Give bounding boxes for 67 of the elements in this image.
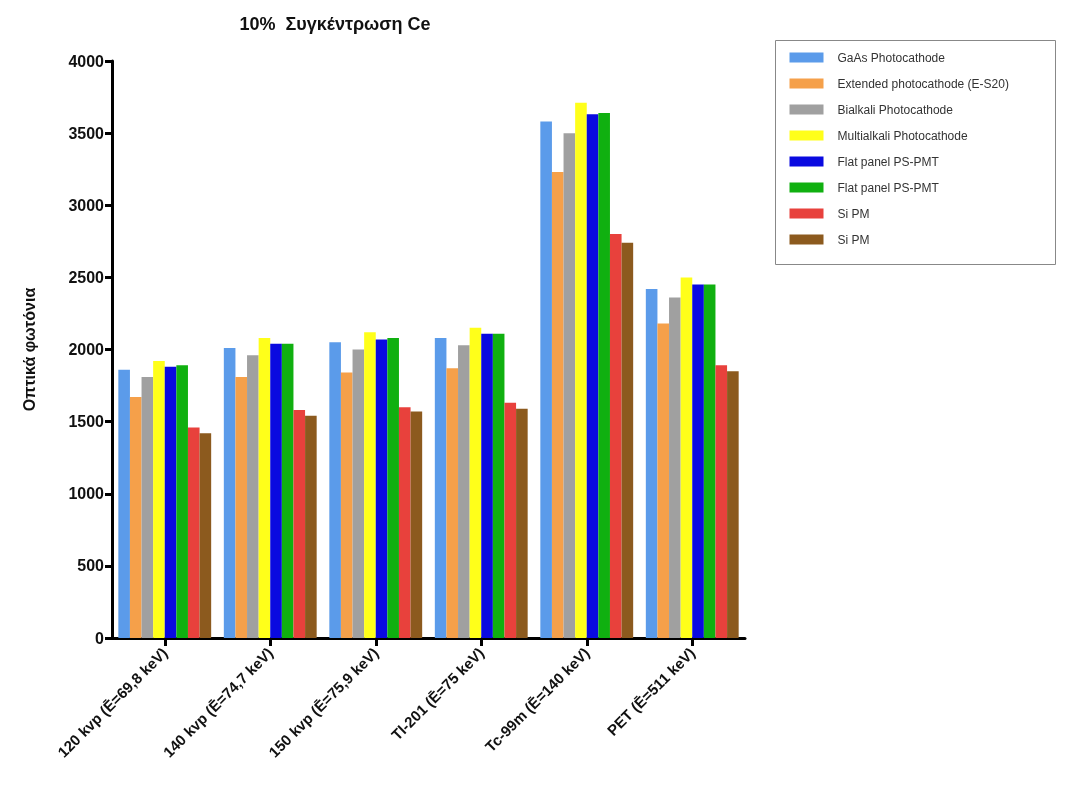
y-axis-title: Οπτικά φωτόνια <box>20 287 38 412</box>
y-tick-label: 3000 <box>68 196 105 214</box>
bar <box>398 407 411 638</box>
bar <box>270 343 282 638</box>
bar <box>199 433 212 638</box>
bar <box>340 372 353 638</box>
y-tick-label: 0 <box>95 629 105 647</box>
bar <box>669 297 681 638</box>
bar <box>153 361 165 638</box>
bar <box>329 342 341 638</box>
bar <box>364 332 376 638</box>
bar <box>410 411 423 638</box>
legend-label: Bialkali Photocathode <box>837 102 954 117</box>
bar <box>703 284 716 638</box>
bar <box>516 408 528 638</box>
legend-label: Multialkali Photocathode <box>837 128 968 143</box>
bar <box>187 427 200 638</box>
bar <box>621 242 634 638</box>
bar <box>492 333 505 638</box>
bar <box>609 234 622 638</box>
bar <box>176 365 188 638</box>
bar <box>352 349 365 638</box>
bar <box>481 333 493 638</box>
bar <box>458 345 470 638</box>
bar <box>434 337 447 638</box>
y-tick-label: 1000 <box>68 485 105 503</box>
legend-label: Si PM <box>837 206 870 221</box>
bar <box>446 368 459 638</box>
bar <box>563 133 576 638</box>
bar <box>657 323 670 638</box>
bar <box>258 337 271 638</box>
bar <box>575 102 587 638</box>
bar <box>504 402 517 638</box>
bar <box>715 365 728 638</box>
legend-label: Flat panel PS-PMT <box>837 180 940 195</box>
bar <box>375 339 388 638</box>
y-tick-label: 4000 <box>68 52 105 70</box>
bar <box>387 337 399 638</box>
legend-label: Flat panel PS-PMT <box>837 154 940 169</box>
bar <box>598 112 610 638</box>
bar <box>305 415 317 638</box>
bar <box>645 288 658 638</box>
y-tick-label: 3500 <box>68 124 105 142</box>
legend-label: Si PM <box>837 232 870 247</box>
bar <box>141 376 154 638</box>
bar <box>469 327 482 638</box>
bar <box>586 114 599 638</box>
legend-label: Extended photocathode (E-S20) <box>837 76 1009 91</box>
bar <box>727 371 739 638</box>
y-tick-label: 2000 <box>68 341 105 358</box>
bar <box>540 121 552 638</box>
bar <box>692 284 704 638</box>
bar <box>551 172 564 638</box>
bar <box>223 348 236 638</box>
bar <box>680 277 693 638</box>
bar <box>293 410 306 638</box>
y-tick-label: 500 <box>77 557 105 575</box>
bar <box>235 376 248 638</box>
y-tick-label: 2500 <box>68 268 105 286</box>
legend-label: GaAs Photocathode <box>837 50 946 65</box>
bar <box>129 397 142 638</box>
bar <box>247 355 259 638</box>
bar <box>164 366 177 638</box>
chart-title: 10% Συγκέντρωση Ce <box>239 14 431 34</box>
y-tick-label: 1500 <box>68 413 105 431</box>
bar <box>118 369 130 638</box>
bar <box>281 343 294 638</box>
